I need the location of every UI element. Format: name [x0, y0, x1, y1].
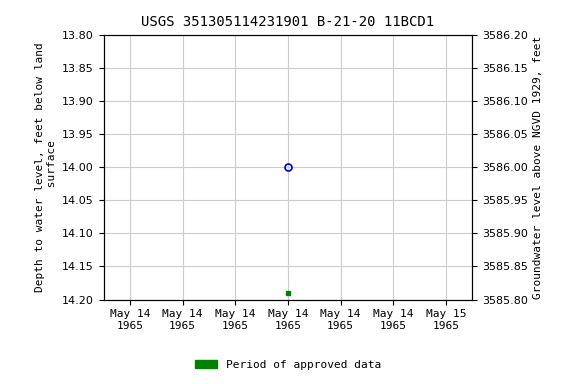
Legend: Period of approved data: Period of approved data: [191, 356, 385, 375]
Y-axis label: Depth to water level, feet below land
 surface: Depth to water level, feet below land su…: [35, 42, 56, 292]
Title: USGS 351305114231901 B-21-20 11BCD1: USGS 351305114231901 B-21-20 11BCD1: [142, 15, 434, 29]
Y-axis label: Groundwater level above NGVD 1929, feet: Groundwater level above NGVD 1929, feet: [533, 35, 544, 299]
